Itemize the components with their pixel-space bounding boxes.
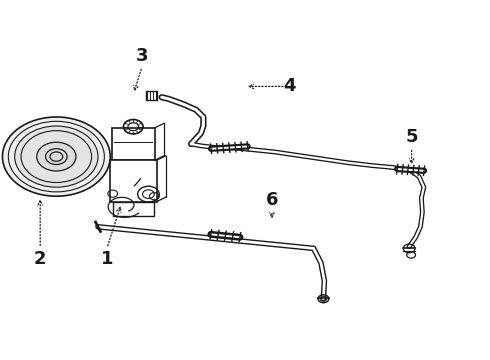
Bar	[146, 91, 157, 100]
Bar	[110, 160, 157, 202]
Circle shape	[15, 126, 98, 187]
Circle shape	[2, 117, 110, 196]
Text: 2: 2	[34, 250, 47, 268]
Circle shape	[37, 142, 76, 171]
Text: 1: 1	[100, 250, 113, 268]
Text: 5: 5	[405, 128, 418, 146]
Text: 3: 3	[136, 47, 148, 65]
Bar	[113, 202, 154, 216]
Text: 6: 6	[266, 191, 278, 209]
Text: 4: 4	[283, 77, 295, 95]
Bar	[112, 128, 155, 160]
